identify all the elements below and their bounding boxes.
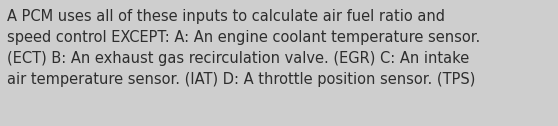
Text: A PCM uses all of these inputs to calculate air fuel ratio and
speed control EXC: A PCM uses all of these inputs to calcul… [7, 9, 480, 87]
